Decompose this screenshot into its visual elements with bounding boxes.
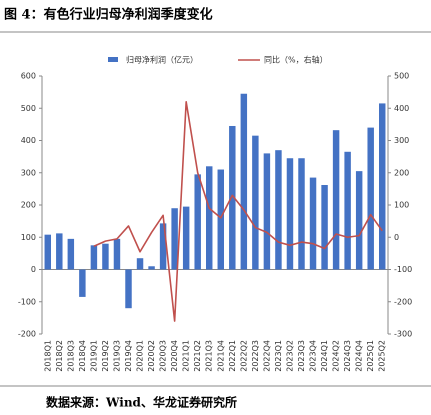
- y-tick-label: 200: [21, 201, 36, 210]
- x-tick-label: 2022Q2: [239, 340, 248, 372]
- x-tick-label: 2025Q2: [378, 340, 387, 372]
- bar: [286, 158, 294, 270]
- chart-title: 图 4：有色行业归母净利润季度变化: [4, 7, 213, 23]
- x-tick-label: 2024Q2: [332, 340, 341, 372]
- y-tick-label: 400: [21, 136, 36, 145]
- x-tick-label: 2019Q2: [101, 340, 110, 372]
- y-tick-label: 0: [31, 265, 36, 274]
- legend-label: 归母净利润（亿元）: [126, 55, 198, 65]
- bar: [67, 238, 75, 270]
- x-tick-label: 2021Q1: [182, 340, 191, 372]
- x-tick-label: 2022Q1: [228, 340, 237, 372]
- x-tick-label: 2024Q1: [320, 340, 329, 372]
- x-tick-label: 2023Q2: [285, 340, 294, 372]
- y2-tick-label: -100: [394, 265, 412, 274]
- legend-swatch: [108, 57, 118, 62]
- bar: [113, 238, 121, 270]
- y-tick-label: -100: [18, 297, 36, 306]
- x-tick-label: 2018Q1: [43, 340, 52, 372]
- x-tick-label: 2024Q4: [355, 340, 364, 372]
- bar: [44, 234, 51, 270]
- bar: [90, 245, 98, 270]
- legend-label: 同比（%，右轴）: [264, 55, 328, 65]
- y2-tick-label: 400: [394, 104, 409, 113]
- y2-tick-label: 0: [394, 233, 399, 242]
- x-tick-label: 2022Q3: [251, 340, 260, 372]
- bar: [206, 166, 213, 270]
- x-tick-label: 2020Q1: [136, 340, 145, 372]
- bar: [148, 266, 155, 270]
- x-tick-label: 2019Q1: [89, 340, 98, 372]
- x-tick-label: 2018Q2: [55, 340, 64, 372]
- bar: [355, 171, 363, 270]
- y-tick-label: -200: [18, 330, 36, 339]
- x-tick-label: 2020Q2: [147, 340, 156, 372]
- bar: [252, 135, 259, 270]
- line: [93, 101, 383, 322]
- y2-tick-label: 500: [394, 72, 409, 81]
- bar: [321, 185, 328, 270]
- x-tick-label: 2023Q1: [274, 340, 283, 372]
- x-tick-label: 2023Q4: [309, 340, 318, 372]
- bar: [275, 150, 282, 270]
- y2-tick-label: 300: [394, 136, 409, 145]
- x-tick-label: 2020Q3: [159, 340, 168, 372]
- bar: [217, 169, 224, 270]
- bar: [159, 223, 167, 270]
- bar: [194, 174, 201, 270]
- bar: [367, 127, 374, 270]
- x-tick-label: 2024Q3: [343, 340, 352, 372]
- source-note: 数据来源：Wind、华龙证券研究所: [46, 395, 237, 410]
- y2-tick-label: -300: [394, 330, 412, 339]
- x-tick-label: 2020Q4: [170, 340, 179, 372]
- x-tick-label: 2023Q3: [297, 340, 306, 372]
- bar: [309, 177, 317, 270]
- bar: [379, 103, 386, 270]
- bar: [125, 269, 132, 309]
- x-tick-label: 2021Q2: [193, 340, 202, 372]
- bar: [171, 208, 178, 270]
- bar: [344, 151, 351, 270]
- bar: [298, 158, 305, 270]
- x-tick-label: 2018Q3: [66, 340, 75, 372]
- x-tick-label: 2021Q4: [216, 340, 225, 372]
- x-tick-label: 2025Q1: [366, 340, 375, 372]
- bar: [332, 130, 340, 270]
- bar: [182, 206, 190, 270]
- x-tick-label: 2018Q4: [78, 340, 87, 372]
- y-tick-label: 500: [21, 104, 36, 113]
- y-tick-label: 600: [21, 72, 36, 81]
- y-tick-label: 300: [21, 168, 36, 177]
- x-tick-label: 2019Q4: [124, 340, 133, 372]
- x-tick-label: 2019Q3: [112, 340, 121, 372]
- bar: [229, 125, 236, 270]
- y-tick-label: 100: [21, 233, 36, 242]
- y2-tick-label: 200: [394, 168, 409, 177]
- bar: [136, 258, 144, 270]
- bar: [263, 153, 271, 270]
- x-tick-label: 2021Q3: [205, 340, 214, 372]
- bar: [56, 233, 63, 270]
- bar: [240, 93, 248, 270]
- x-tick-label: 2022Q4: [262, 340, 271, 372]
- y2-tick-label: 100: [394, 201, 409, 210]
- bar: [102, 243, 109, 270]
- bar: [79, 269, 86, 297]
- y2-tick-label: -200: [394, 297, 412, 306]
